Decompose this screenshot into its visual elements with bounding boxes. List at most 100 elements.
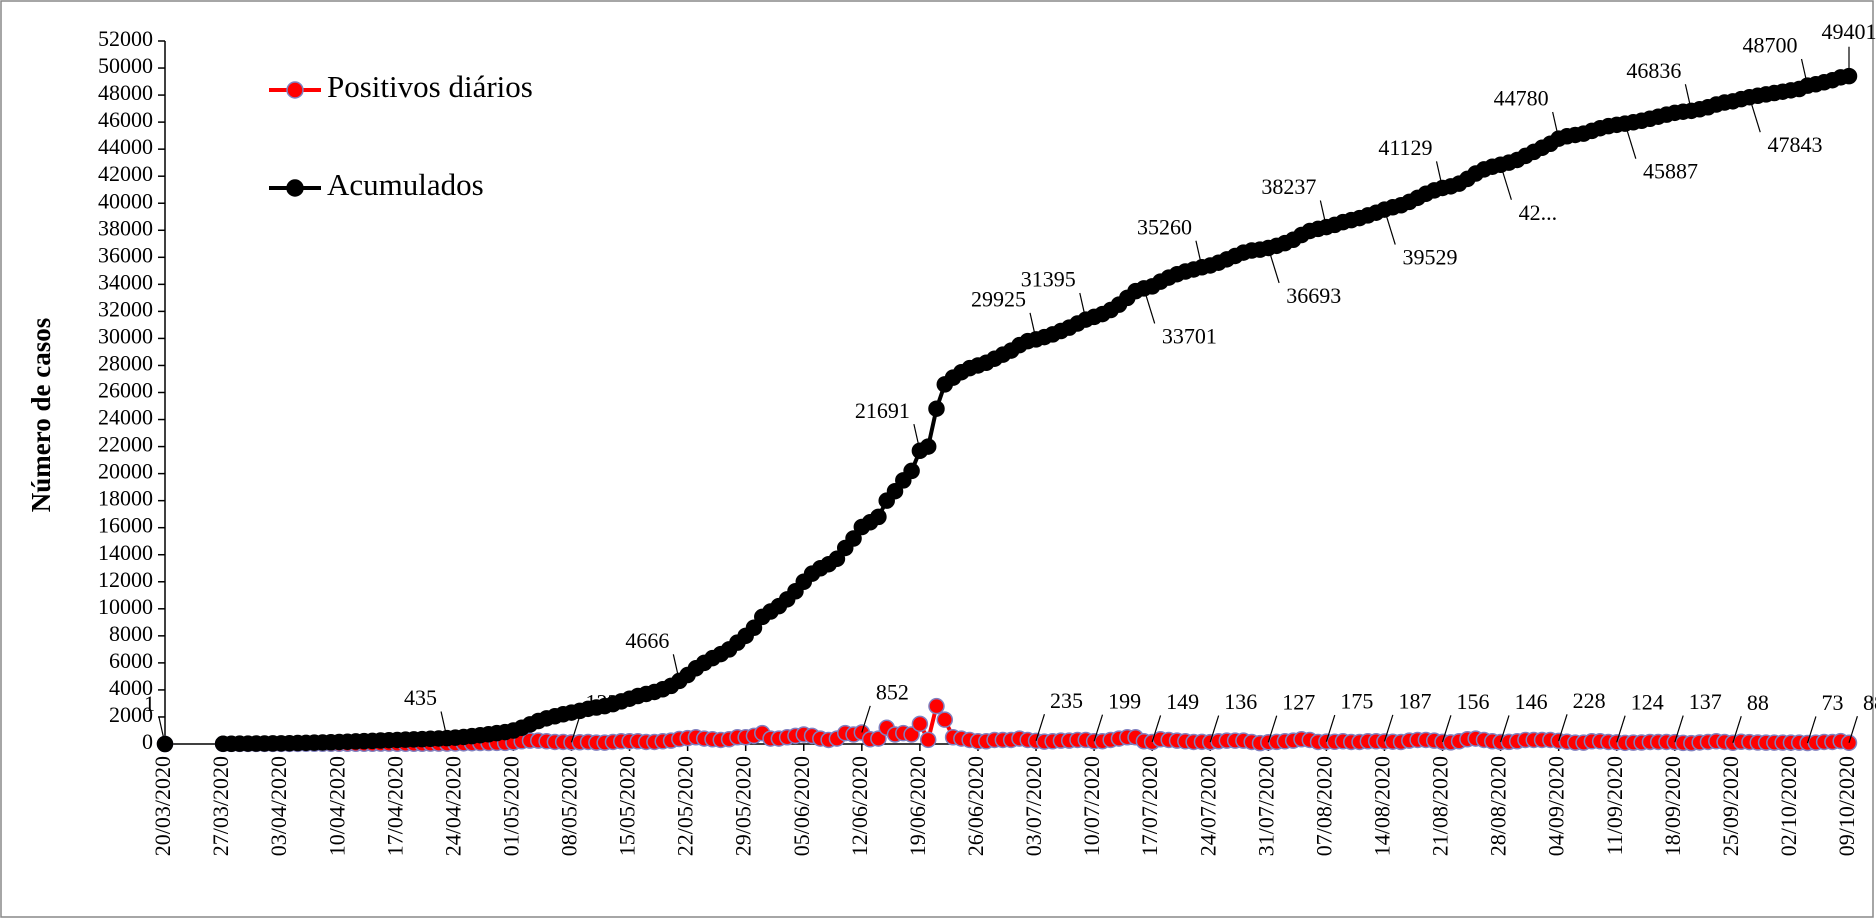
y-tick-label: 28000 <box>98 351 153 376</box>
x-tick-label: 10/04/2020 <box>324 756 349 856</box>
y-tick-label: 2000 <box>109 702 153 727</box>
label-leader <box>440 711 448 739</box>
label-leader <box>861 705 871 733</box>
label-leader <box>1441 715 1452 743</box>
point <box>903 726 920 743</box>
label-leader <box>1684 84 1692 111</box>
data-label: 124 <box>1631 689 1664 714</box>
label-leader <box>1674 715 1684 743</box>
x-tick-label: 10/07/2020 <box>1079 756 1104 856</box>
label-leader <box>570 715 581 743</box>
y-tick-label: 12000 <box>98 567 153 592</box>
data-label: 123 <box>585 689 618 714</box>
label-leader <box>1143 288 1156 324</box>
y-tick-label: 46000 <box>98 107 153 132</box>
x-tick-label: 03/04/2020 <box>266 756 291 856</box>
data-label: 175 <box>1340 689 1373 714</box>
y-tick-label: 18000 <box>98 486 153 511</box>
x-tick-label: 28/08/2020 <box>1486 756 1511 856</box>
y-tick-label: 16000 <box>98 513 153 538</box>
y-tick-label: 6000 <box>109 648 153 673</box>
y-tick-label: 8000 <box>109 621 153 646</box>
x-tick-label: 07/08/2020 <box>1311 756 1336 856</box>
label-leader <box>1616 715 1626 743</box>
data-label: 435 <box>404 685 437 710</box>
data-label: 146 <box>1515 689 1548 714</box>
label-leader <box>1319 200 1327 228</box>
point <box>870 730 887 747</box>
y-tick-label: 14000 <box>98 540 153 565</box>
point <box>745 619 763 636</box>
data-label: 852 <box>876 680 909 705</box>
data-label: 73 <box>1822 690 1844 715</box>
data-label: 39529 <box>1402 245 1457 270</box>
point <box>928 400 945 417</box>
x-tick-label: 01/05/2020 <box>498 756 523 856</box>
label-leader <box>1552 111 1560 139</box>
data-label: 44780 <box>1494 86 1549 111</box>
label-leader <box>1267 247 1280 284</box>
data-label: 136 <box>1224 689 1257 714</box>
data-label: 42... <box>1519 200 1558 225</box>
data-label: 137 <box>1689 689 1722 714</box>
label-leader <box>672 654 680 682</box>
y-tick-label: 26000 <box>98 378 153 403</box>
data-label: 228 <box>1573 688 1606 713</box>
x-tick-label: 03/07/2020 <box>1021 756 1046 856</box>
label-leader <box>1800 58 1809 86</box>
data-label: 31395 <box>1021 267 1076 292</box>
data-label: 88 <box>1863 690 1876 715</box>
x-tick-label: 18/09/2020 <box>1660 756 1685 856</box>
label-leader <box>913 424 921 451</box>
label-leader <box>1079 292 1087 320</box>
legend-label: Acumulados <box>327 167 484 202</box>
label-leader <box>1383 714 1394 742</box>
legend-marker <box>286 81 304 99</box>
data-label: 49401 <box>1822 19 1876 44</box>
label-leader <box>1435 161 1444 189</box>
label-leader <box>1195 240 1203 268</box>
data-label: 36693 <box>1286 283 1341 308</box>
x-tick-label: 25/09/2020 <box>1718 756 1743 856</box>
label-leader <box>1093 714 1104 742</box>
x-tick-label: 11/09/2020 <box>1602 756 1627 855</box>
data-label: 88 <box>1747 690 1769 715</box>
data-label: 149 <box>1166 689 1199 714</box>
label-leader <box>1500 715 1510 743</box>
data-label: 41129 <box>1378 135 1432 160</box>
label-leader <box>1035 714 1046 742</box>
x-tick-label: 08/05/2020 <box>557 756 582 856</box>
y-tick-label: 4000 <box>109 675 153 700</box>
x-tick-label: 15/05/2020 <box>615 756 640 856</box>
x-tick-label: 05/06/2020 <box>789 756 814 856</box>
x-tick-label: 12/06/2020 <box>847 756 872 856</box>
data-label: 187 <box>1398 689 1431 714</box>
label-leader <box>1383 209 1396 245</box>
point <box>828 550 846 568</box>
x-tick-label: 14/08/2020 <box>1369 756 1394 856</box>
label-leader <box>1029 312 1037 340</box>
data-label: 235 <box>1050 688 1083 713</box>
point <box>845 530 862 547</box>
x-tick-label: 22/05/2020 <box>673 756 698 856</box>
y-tick-label: 44000 <box>98 134 153 159</box>
y-tick-label: 30000 <box>98 323 153 348</box>
point <box>911 715 929 733</box>
x-tick-label: 20/03/2020 <box>150 756 175 856</box>
y-tick-label: 22000 <box>98 432 153 457</box>
y-tick-label: 52000 <box>98 26 153 51</box>
data-label: 35260 <box>1137 214 1192 239</box>
data-label: 46836 <box>1626 58 1681 83</box>
label-leader <box>1748 97 1761 133</box>
point <box>870 508 887 526</box>
y-tick-label: 34000 <box>98 269 153 294</box>
y-tick-label: 36000 <box>98 242 153 267</box>
legend-label: Positivos diários <box>327 69 533 104</box>
data-label: 45887 <box>1643 159 1698 184</box>
data-label: 38237 <box>1261 174 1316 199</box>
x-tick-label: 24/04/2020 <box>440 756 465 856</box>
label-leader <box>1848 716 1858 743</box>
x-tick-label: 19/06/2020 <box>905 756 930 856</box>
